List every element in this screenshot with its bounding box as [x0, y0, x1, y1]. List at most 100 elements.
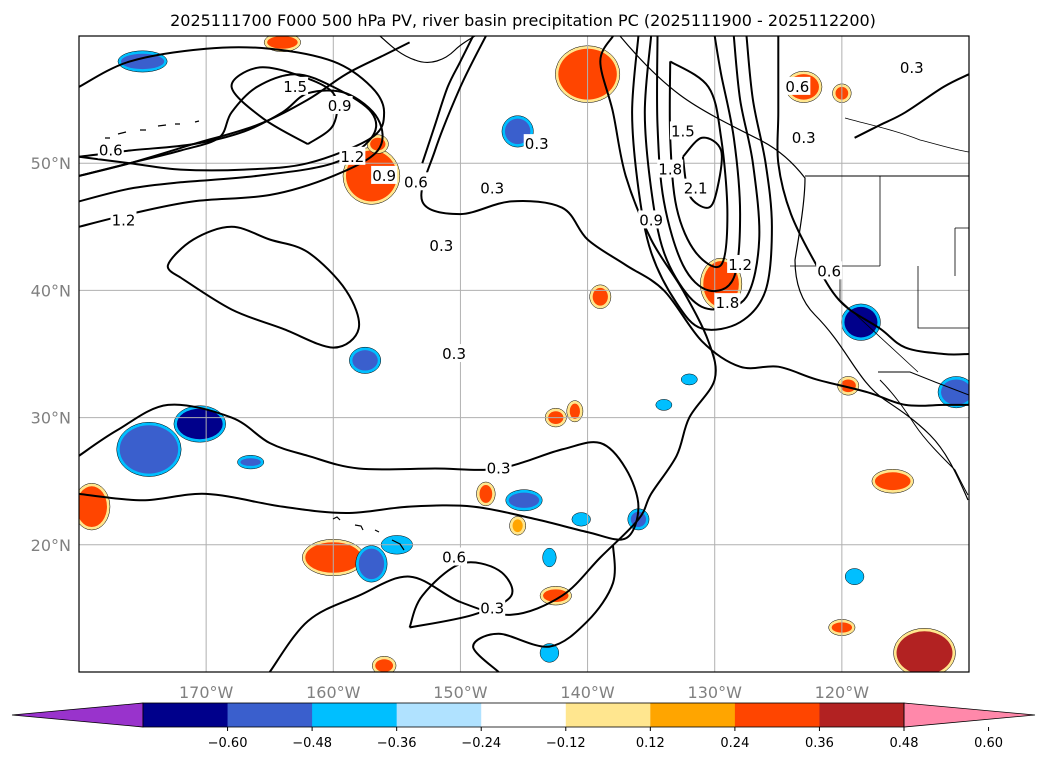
x-axis-ticks: 170°W 160°W 150°W 140°W 130°W 120°W	[179, 683, 869, 702]
x-tick-label: 170°W	[179, 683, 234, 702]
contour-label: 0.6	[785, 78, 809, 96]
contour-label-bg	[790, 127, 817, 146]
contour-label: 0.3	[480, 599, 504, 617]
contour-label: 0.6	[99, 141, 123, 159]
x-tick-label: 150°W	[433, 683, 488, 702]
colorbar-segment	[481, 703, 567, 727]
colorbar-segment	[650, 703, 736, 727]
contour-label: 0.6	[442, 549, 466, 567]
contour-label: 0.3	[792, 129, 816, 147]
contour-label-bg	[714, 293, 741, 312]
colorbar-tick-label: 0.36	[805, 736, 834, 751]
contour-label: 0.9	[372, 167, 396, 185]
contour-label: 0.3	[480, 180, 504, 198]
contour-label-bg	[110, 210, 137, 229]
contour-label-bg	[97, 140, 124, 159]
pv-contour-0_9	[631, 36, 773, 331]
colorbar-tick-label: −0.24	[461, 736, 501, 751]
colorbar-ticks: −0.60 −0.48 −0.36 −0.24 −0.12 0.12 0.24 0.36 0.4…	[208, 727, 1003, 751]
y-axis-ticks: 20°N 30°N 40°N 50°N	[31, 154, 71, 555]
gridlines	[79, 36, 969, 672]
colorbar-tick-label: 0.12	[636, 736, 665, 751]
y-tick-label: 20°N	[31, 536, 71, 555]
colorbar-segment	[565, 703, 651, 727]
pv-contour-layer	[79, 36, 969, 672]
contour-label-bg	[441, 547, 468, 566]
pv-contour-0_3	[472, 544, 616, 672]
contour-label: 1.8	[715, 294, 739, 312]
contour-label: 1.2	[728, 256, 752, 274]
contour-label: 0.6	[404, 173, 428, 191]
pv-contour-0_9	[79, 73, 378, 203]
contour-label-bg	[428, 235, 455, 254]
map-frame	[78, 35, 970, 673]
colorbar-segment	[143, 703, 229, 727]
pc-negative-patch	[119, 425, 179, 474]
contour-label-bg	[669, 121, 696, 140]
colorbar-extend-min	[11, 702, 144, 728]
colorbar-segment	[734, 703, 820, 727]
contour-label-bg	[479, 178, 506, 197]
contour-label: 0.3	[442, 345, 466, 363]
pc-negative-patch	[545, 551, 554, 564]
colorbar-segment	[312, 703, 398, 727]
contour-label-bg	[402, 172, 429, 191]
contour-label: 0.9	[328, 97, 352, 115]
contour-label: 0.9	[639, 211, 663, 229]
contour-label-bg	[326, 95, 353, 114]
chart-title: 2025111700 F000 500 hPa PV, river basin …	[170, 11, 876, 30]
contour-label-bg	[638, 210, 665, 229]
y-tick-label: 40°N	[31, 281, 71, 300]
contour-label-bg	[371, 165, 398, 184]
contour-label-bg	[784, 76, 811, 95]
contour-label-bg	[339, 146, 366, 165]
contour-label: 1.2	[112, 211, 136, 229]
pc-negative-patch	[352, 350, 378, 371]
contour-label: 1.2	[340, 148, 364, 166]
pc-negative-patch	[508, 492, 540, 508]
pc-positive-patch	[592, 287, 608, 306]
contour-label: 0.6	[817, 262, 841, 280]
pv-contour-0_3	[268, 36, 717, 672]
pv-contour-0_3	[79, 403, 640, 541]
hawaii-islands	[332, 516, 405, 551]
colorbar-tick-label: −0.12	[546, 736, 586, 751]
x-tick-label: 140°W	[560, 683, 615, 702]
aleutian-islands	[105, 120, 200, 139]
pv-contour-1_2	[79, 89, 384, 228]
pc-negative-patch	[176, 408, 223, 440]
pv-contour-0_6	[79, 46, 386, 172]
contour-label-bg	[479, 598, 506, 617]
pv-contour-1_5	[230, 66, 339, 145]
pc-positive-patch	[896, 631, 953, 672]
pv-contour-0_6	[166, 225, 361, 349]
colorbar-tick-label: 0.60	[974, 736, 1003, 751]
pc-negative-patch	[684, 376, 695, 382]
pv-contour-0_3	[420, 36, 969, 407]
contour-label: 2.1	[684, 180, 708, 198]
pc-negative-patch	[941, 379, 969, 405]
pv-contour-1_5	[656, 36, 742, 293]
pc-negative-patch	[358, 548, 385, 580]
contour-label-bg	[485, 458, 512, 477]
pc-positive-patch	[569, 403, 580, 419]
pc-positive-patch	[375, 659, 394, 672]
pv-contour-0_3	[854, 73, 969, 139]
pc-negative-patch	[543, 646, 556, 660]
contour-label: 0.3	[487, 459, 511, 477]
colorbar-tick-label: −0.60	[208, 736, 248, 751]
contour-label-bg	[523, 134, 550, 153]
pv-contour-0_6	[408, 561, 514, 629]
contour-label: 0.3	[900, 59, 924, 77]
pc-positive-patch	[543, 589, 569, 603]
pc-positive-patch	[267, 36, 298, 49]
pv-contour-0_6	[421, 36, 474, 164]
border-us-mexico	[878, 371, 969, 396]
pc-negative-patch	[120, 53, 165, 70]
pc-negative-patch	[574, 515, 588, 524]
colorbar-tick-label: 0.24	[720, 736, 749, 751]
contour-label: 0.3	[525, 135, 549, 153]
canada-interior-line	[844, 117, 969, 153]
colorbar-tick-label: 0.48	[890, 736, 919, 751]
colorbar	[11, 702, 1036, 728]
